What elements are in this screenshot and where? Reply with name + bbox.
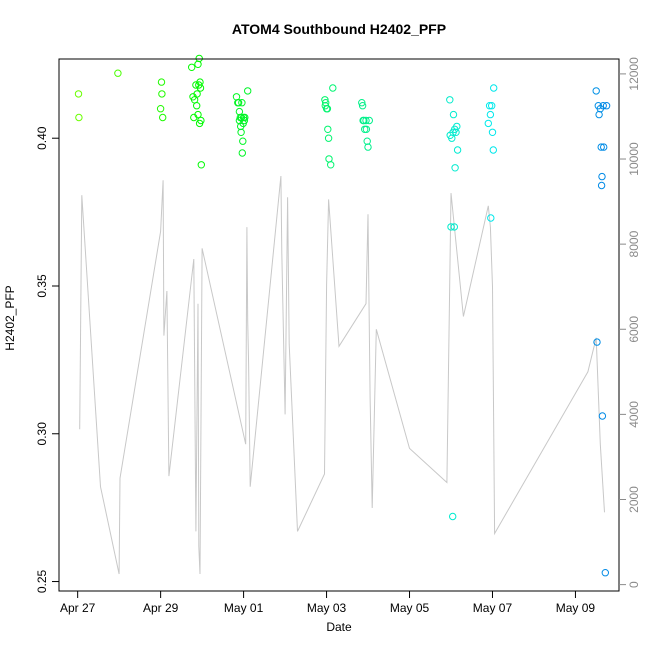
data-point [598,412,607,420]
data-point [158,90,166,98]
scatter-series [74,54,611,577]
x-tick-label: May 09 [556,601,596,615]
data-point [193,90,201,98]
data-point [449,512,457,521]
data-point [597,143,605,151]
secondary-line-series [79,175,605,575]
plot-frame [58,58,620,592]
y2-tick-label: 12000 [627,57,641,91]
data-point [488,102,496,110]
data-point [601,569,609,577]
y-tick-label: 0.25 [35,569,49,593]
data-point [327,161,335,169]
data-point [602,102,611,110]
y-tick-label: 0.30 [35,422,49,446]
data-point [194,60,202,69]
data-point [238,149,247,157]
data-point [453,122,461,131]
data-point [446,96,454,104]
x-tick-label: Apr 27 [60,601,96,615]
data-point [453,146,462,154]
data-point [244,87,252,95]
data-point [593,338,601,346]
data-point [449,110,458,119]
y-tick-label: 0.35 [35,274,49,298]
data-point [592,87,600,95]
data-point [447,223,455,231]
x-tick-label: May 03 [307,601,347,615]
data-point [195,54,203,63]
data-point [159,113,167,122]
data-point [599,102,607,110]
x-tick-label: May 05 [390,601,430,615]
data-point [486,110,495,119]
data-point [74,90,83,98]
data-point [157,78,166,86]
y2-tick-label: 2000 [627,486,641,513]
y2-tick-label: 0 [627,581,641,588]
x-tick-label: May 01 [224,601,264,615]
data-point [197,116,205,125]
data-point [156,105,165,113]
data-point [75,113,83,122]
data-point [329,84,337,92]
data-point [238,99,246,107]
data-point [485,102,494,110]
y2-tick-label: 6000 [627,316,641,343]
data-point [234,99,243,107]
x-tick-label: May 07 [473,601,513,615]
y2-axis: 0 2000 4000 6000 8000 10000 12000 [619,57,641,588]
data-point [487,214,495,222]
data-point [597,181,606,190]
x-axis-label: Date [326,620,352,634]
y2-tick-label: 4000 [627,401,641,428]
x-axis: Apr 27 Apr 29 May 01 May 03 May 05 May 07 May … [60,591,595,615]
data-point [193,102,201,110]
data-point [598,172,606,181]
data-point [114,69,122,77]
y-axis-label: H2402_PFP [3,285,17,350]
data-point [324,134,333,142]
data-point [324,125,332,134]
data-point [450,223,458,231]
data-point [360,116,368,125]
chart-title: ATOM4 Southbound H2402_PFP [232,21,446,37]
y2-tick-label: 8000 [627,230,641,257]
x-tick-label: Apr 29 [143,601,179,615]
data-point [323,105,332,113]
secondary-trace-line [79,175,605,575]
data-point [196,84,205,92]
data-point [239,113,248,122]
data-point [451,164,459,172]
data-point [239,137,247,145]
data-point [358,102,367,110]
y-tick-label: 0.40 [35,126,49,150]
data-point [490,84,498,92]
data-point [362,116,370,125]
data-point [188,63,196,72]
data-point [484,119,492,128]
data-point [362,125,371,134]
y2-tick-label: 10000 [627,142,641,176]
data-point [364,143,372,151]
data-point [197,161,206,169]
data-point [365,116,373,125]
data-point [363,137,371,145]
data-point [488,128,497,137]
y-axis: 0.25 0.30 0.35 0.40 [35,126,59,593]
data-point [489,146,497,154]
data-point [194,110,202,119]
data-point [358,99,366,107]
data-point [600,143,608,151]
data-point [595,110,603,119]
data-point [237,128,245,137]
